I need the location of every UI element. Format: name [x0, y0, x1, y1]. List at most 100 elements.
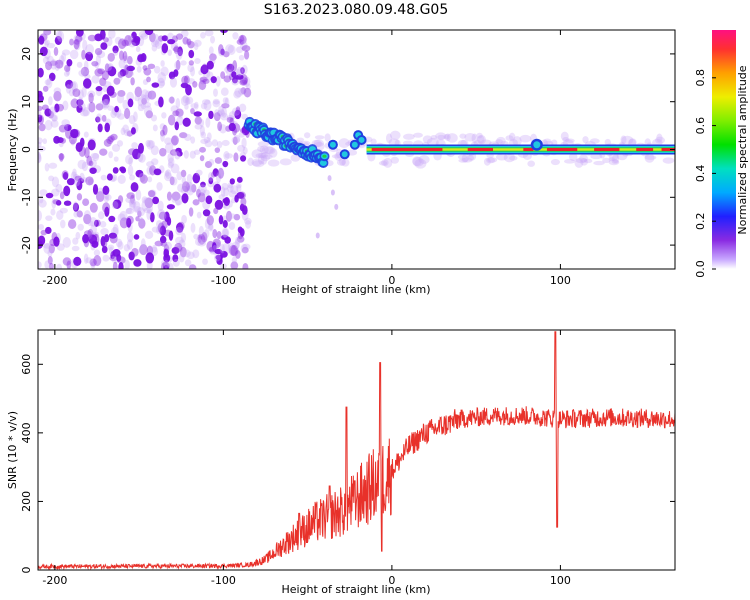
snr-y-tick-label: 600	[20, 354, 33, 375]
noise-blob	[164, 142, 174, 154]
band-haze	[413, 132, 423, 138]
noise-blob	[102, 81, 112, 88]
noise-blob	[38, 114, 43, 123]
band-haze	[314, 135, 325, 140]
noise-blob	[200, 138, 209, 145]
noise-blob	[240, 40, 248, 51]
band-haze	[383, 157, 393, 168]
noise-blob	[90, 152, 100, 160]
noise-blob	[163, 259, 169, 269]
noise-blob	[53, 87, 62, 95]
noise-blob	[169, 176, 175, 186]
noise-blob	[95, 116, 101, 123]
noise-blob	[239, 203, 245, 212]
spectrogram-x-ticks: -200 -100 0 100	[42, 30, 571, 287]
noise-blob	[213, 112, 221, 122]
noise-blob	[216, 230, 222, 240]
noise-blob	[241, 246, 249, 254]
noise-blob	[94, 62, 100, 69]
noise-blob	[76, 193, 83, 201]
noise-blob	[39, 46, 48, 57]
noise-blob	[164, 229, 172, 237]
band-haze	[527, 160, 536, 167]
noise-blob	[124, 64, 129, 75]
noise-blob	[193, 111, 202, 117]
spectrogram-x-label: Height of straight line (km)	[281, 283, 430, 296]
noise-blob	[190, 107, 195, 115]
noise-blob	[73, 211, 80, 218]
noise-blob	[102, 202, 111, 214]
noise-blob	[71, 81, 78, 93]
noise-blob	[151, 158, 159, 166]
noise-blob	[101, 114, 107, 122]
noise-blob	[100, 42, 108, 50]
noise-blob	[44, 39, 51, 46]
noise-blob	[106, 85, 115, 97]
noise-blob	[164, 172, 173, 182]
colorbar-tick-label: 0.6	[694, 117, 707, 135]
noise-blob	[56, 243, 65, 251]
noise-blob	[184, 97, 191, 106]
noise-blob	[215, 75, 221, 87]
noise-blob	[112, 199, 122, 209]
noise-blob	[107, 244, 115, 251]
noise-blob	[113, 77, 121, 85]
noise-blob	[214, 147, 221, 153]
noise-blob	[102, 102, 108, 108]
noise-blob	[213, 88, 218, 97]
noise-blob	[201, 63, 208, 72]
noise-blob	[95, 191, 105, 203]
noise-blob	[177, 183, 186, 193]
noise-blob	[133, 36, 141, 44]
noise-blob	[200, 64, 209, 75]
band-haze	[418, 155, 430, 164]
noise-blob	[125, 154, 134, 165]
noise-blob	[171, 135, 179, 146]
noise-blob	[168, 230, 174, 241]
noise-blob	[136, 65, 142, 73]
snr-panel: -200 -100 0 100 0 200 400 600 Height of straig…	[6, 329, 676, 596]
noise-blob	[65, 79, 74, 89]
noise-blob	[58, 153, 65, 161]
noise-blob	[187, 78, 196, 85]
noise-blob	[220, 48, 225, 56]
noise-blob	[70, 139, 76, 146]
band-haze	[303, 132, 311, 139]
noise-blob	[83, 60, 89, 71]
noise-blob	[160, 60, 165, 67]
noise-blob	[97, 68, 105, 75]
noise-blob	[104, 206, 110, 217]
band-haze	[422, 135, 433, 144]
noise-blob	[72, 202, 80, 212]
noise-blob	[227, 44, 236, 55]
band-haze	[461, 153, 469, 163]
noise-blob	[96, 113, 102, 123]
band-haze	[464, 132, 476, 142]
noise-blob	[40, 229, 48, 236]
band-haze	[563, 159, 576, 164]
noise-blob	[82, 198, 90, 207]
noise-blob	[200, 131, 207, 139]
snr-x-tick-label: -100	[211, 574, 236, 587]
noise-blob	[208, 177, 214, 185]
noise-blob	[76, 104, 83, 113]
noise-blob	[118, 58, 126, 69]
noise-blob	[216, 110, 222, 117]
noise-blob	[75, 34, 83, 43]
snr-x-tick-label: -200	[42, 574, 67, 587]
noise-blob	[237, 144, 246, 152]
noise-blob	[231, 71, 237, 78]
noise-blob	[147, 90, 157, 100]
noise-blob	[145, 139, 151, 148]
noise-blob	[197, 239, 207, 247]
noise-blob	[93, 249, 101, 257]
band-haze	[579, 154, 588, 163]
noise-blob	[236, 176, 243, 183]
noise-blob	[83, 213, 92, 225]
noise-blob	[117, 90, 126, 97]
noise-blob	[47, 249, 53, 258]
noise-blob	[219, 169, 225, 177]
band-haze	[593, 160, 605, 166]
noise-blob	[73, 177, 81, 187]
noise-blob	[235, 69, 242, 75]
